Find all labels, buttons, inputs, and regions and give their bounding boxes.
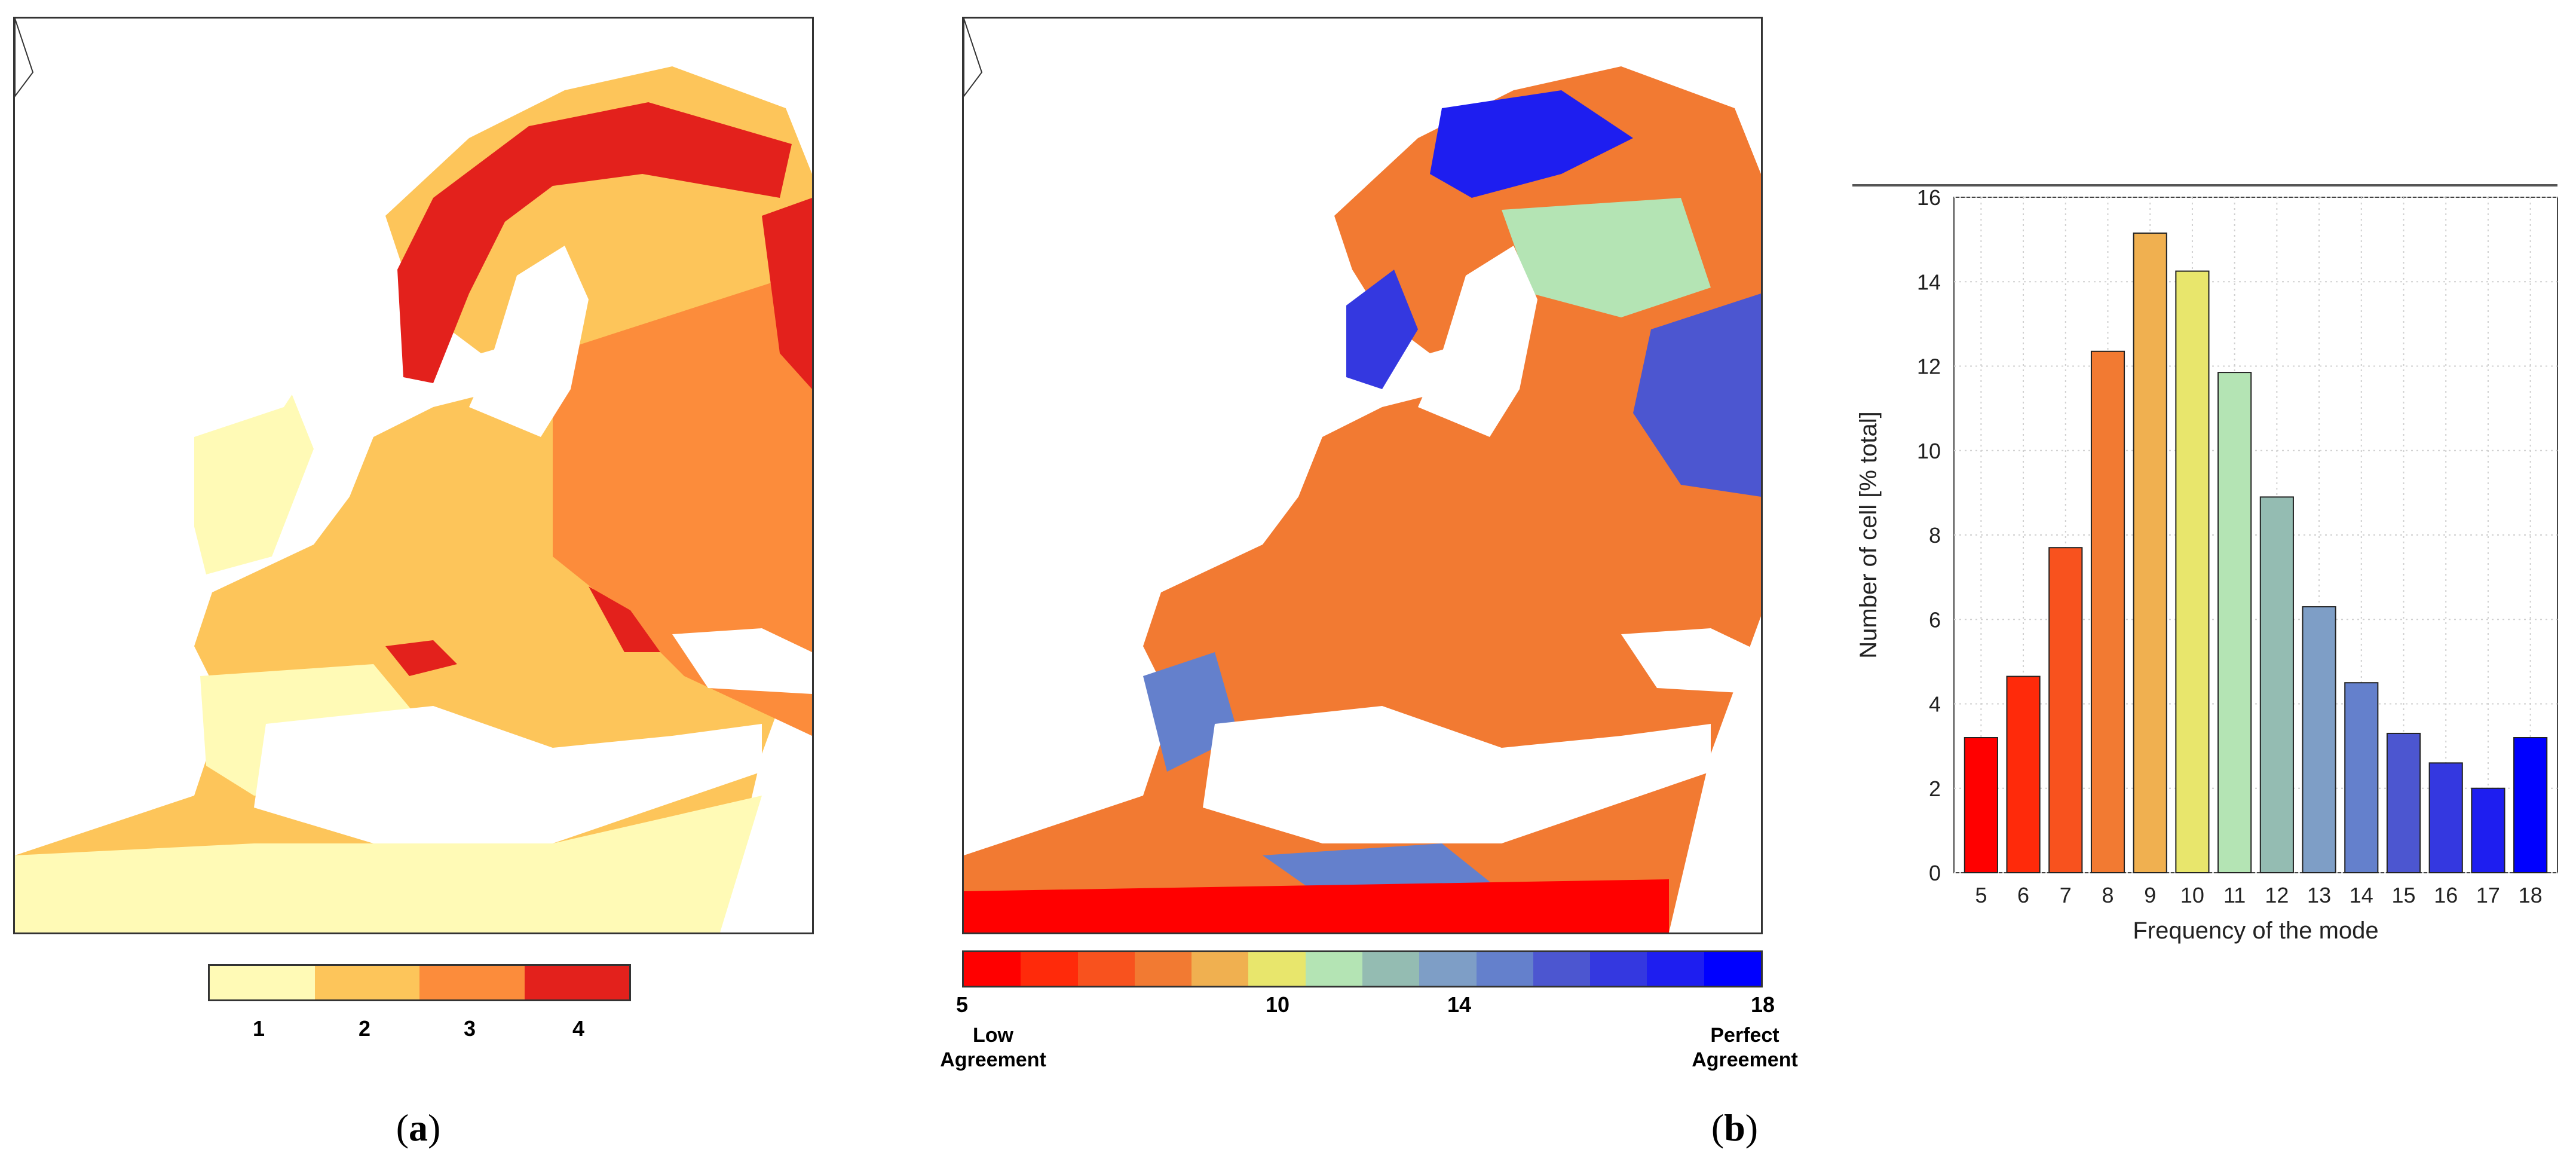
bar-17 <box>2471 787 2505 873</box>
bar-15 <box>2386 732 2421 873</box>
legend-b-swatch <box>1305 952 1362 986</box>
caption-a: (a) <box>396 1106 441 1149</box>
x-tick-label: 12 <box>2265 883 2289 907</box>
legend-b-low-label: Low Agreement <box>940 1024 1046 1071</box>
x-tick-label: 11 <box>2223 883 2246 907</box>
legend-b-swatch <box>1134 952 1192 986</box>
legend-b-tick-18: 18 <box>1750 992 1775 1017</box>
x-tick-label: 5 <box>1975 883 1987 907</box>
legend-b <box>962 950 1763 987</box>
x-tick-label: 17 <box>2476 883 2500 907</box>
legend-b-swatch <box>1590 952 1647 986</box>
legend-a-label-4: 4 <box>572 1016 585 1041</box>
legend-b-tick-14: 14 <box>1447 992 1472 1017</box>
y-tick-label: 8 <box>1929 523 1941 548</box>
x-tick-label: 13 <box>2307 883 2331 907</box>
bar-13 <box>2302 606 2336 873</box>
x-tick-label: 7 <box>2060 883 2072 907</box>
map-a <box>13 17 814 934</box>
legend-b-swatch <box>1476 952 1533 986</box>
legend-b-swatch <box>1533 952 1591 986</box>
legend-b-swatch <box>1704 952 1761 986</box>
bar-11 <box>2217 372 2252 873</box>
x-tick-label: 18 <box>2519 883 2543 907</box>
bar-12 <box>2259 496 2294 873</box>
bar-14 <box>2344 682 2379 873</box>
legend-a-swatch-1 <box>210 966 315 999</box>
y-tick-label: 12 <box>1917 354 1941 379</box>
legend-a <box>208 964 631 1001</box>
legend-b-swatch <box>1248 952 1306 986</box>
bar-18 <box>2513 737 2548 873</box>
bar-8 <box>2090 350 2125 873</box>
legend-b-swatch <box>1077 952 1135 986</box>
bar-7 <box>2048 547 2083 873</box>
x-tick-label: 8 <box>2102 883 2114 907</box>
x-tick-label: 14 <box>2350 883 2373 907</box>
x-axis-label: Frequency of the mode <box>2133 918 2378 944</box>
legend-b-swatch <box>1647 952 1704 986</box>
legend-b-swatch <box>1191 952 1249 986</box>
legend-b-swatch <box>964 952 1021 986</box>
bar-6 <box>2006 675 2041 873</box>
legend-b-swatch <box>1419 952 1477 986</box>
bar-5 <box>1964 737 1998 873</box>
x-tick-label: 16 <box>2434 883 2458 907</box>
legend-a-label-2: 2 <box>358 1016 371 1041</box>
y-axis-label: Number of cell [% total] <box>1855 411 1882 659</box>
legend-a-swatch-4 <box>524 966 629 999</box>
legend-b-high-label: Perfect Agreement <box>1692 1024 1798 1071</box>
legend-b-tick-10: 10 <box>1265 992 1290 1017</box>
legend-b-swatch <box>1021 952 1078 986</box>
map-b <box>962 17 1763 934</box>
legend-b-swatch <box>1362 952 1420 986</box>
y-tick-label: 14 <box>1917 270 1941 294</box>
y-tick-label: 6 <box>1929 607 1941 632</box>
x-tick-label: 9 <box>2144 883 2156 907</box>
y-tick-label: 10 <box>1917 439 1941 463</box>
y-tick-label: 2 <box>1929 776 1941 801</box>
europe-map-a-graphic <box>15 19 812 932</box>
bar-9 <box>2133 233 2167 873</box>
legend-a-label-3: 3 <box>463 1016 476 1041</box>
legend-b-tick-5: 5 <box>955 992 969 1017</box>
y-tick-label: 4 <box>1929 692 1941 717</box>
europe-map-b-graphic <box>964 19 1761 932</box>
legend-a-swatch-3 <box>419 966 525 999</box>
histogram-chart: 5 6 7 8 9 10 11 12 13 14 15 16 17 18 0 2 4 6 8 10 12 14 16 Fr… <box>1852 184 2558 944</box>
bar-16 <box>2428 762 2463 873</box>
x-tick-label: 10 <box>2180 883 2204 907</box>
x-tick-label: 15 <box>2391 883 2415 907</box>
x-tick-label: 6 <box>2017 883 2029 907</box>
y-tick-label: 16 <box>1917 185 1941 210</box>
y-tick-label: 0 <box>1929 861 1941 885</box>
panel-a: 1 2 3 4 (a) <box>0 0 837 1171</box>
caption-b: (b) <box>1711 1106 1759 1149</box>
bar-10 <box>2175 270 2210 873</box>
legend-a-label-1: 1 <box>252 1016 265 1041</box>
legend-a-swatch-2 <box>314 966 419 999</box>
panel-b: 5 10 14 18 Low Agreement Perfect Agreeme… <box>932 0 1828 1171</box>
